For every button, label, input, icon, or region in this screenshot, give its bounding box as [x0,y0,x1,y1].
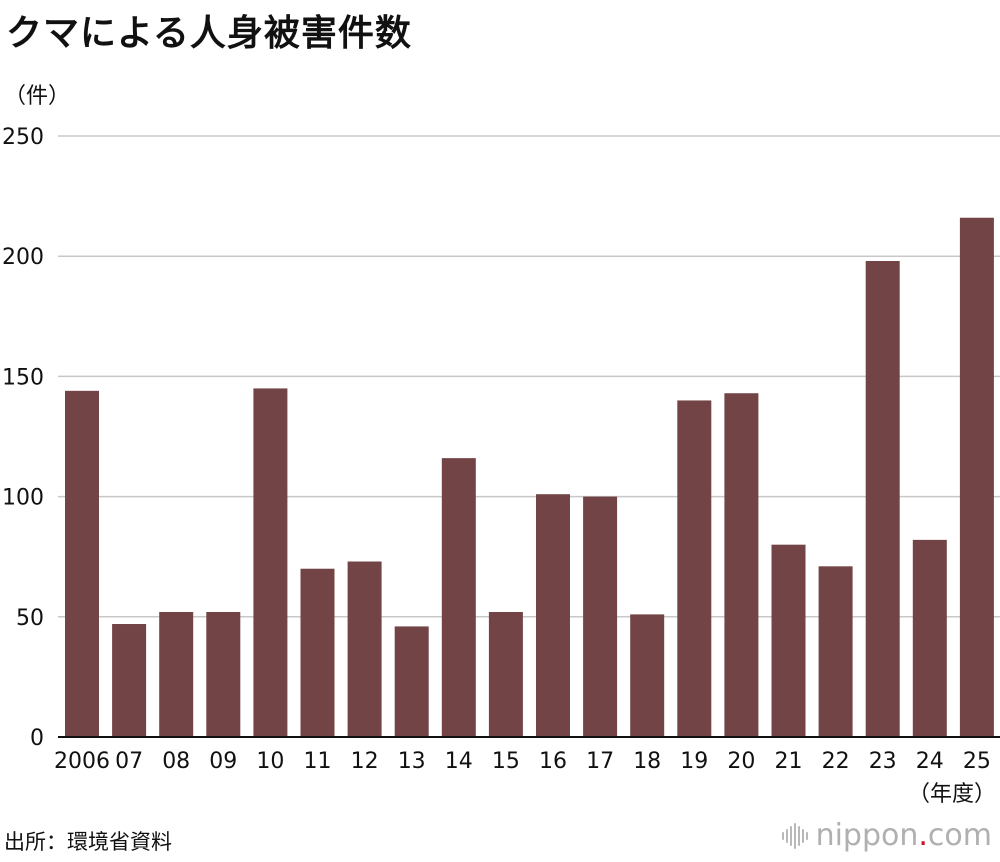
x-tick-label: 19 [680,749,708,774]
brand-logo: nippon. com [781,818,992,853]
bar [959,217,994,738]
bar [65,390,99,737]
bar-chart: 0 50 100 150 200 250 2006 07 08 09 10 11 12 13 14 15 16… [2,125,1000,774]
y-tick-label: 100 [2,486,44,511]
x-tick-label: 16 [539,749,567,774]
x-tick-label: 08 [162,749,190,774]
y-tick-label: 200 [2,245,44,270]
bar [818,566,853,737]
x-tick-label: 25 [963,749,991,774]
bar [253,388,288,737]
y-tick-label: 150 [2,365,44,390]
x-tick-label: 07 [115,749,143,774]
bar [159,611,194,737]
brand-name: nippon [815,818,919,853]
brand-domain: com [927,818,992,853]
x-axis-unit-label: （年度） [907,782,996,807]
y-axis-unit-label: （件） [4,84,71,109]
bar [441,458,476,737]
x-tick-label: 12 [351,749,379,774]
y-tick-label: 250 [2,125,44,150]
bar [771,544,806,737]
x-tick-label: 2006 [54,749,110,774]
bar [347,561,382,737]
y-axis-ticks: 0 50 100 150 200 250 [2,125,44,751]
bar [536,494,570,737]
x-tick-label: 15 [492,749,520,774]
x-tick-label: 21 [775,749,803,774]
y-tick-label: 50 [16,606,44,631]
x-tick-label: 23 [869,749,897,774]
x-tick-label: 13 [398,749,426,774]
bar [112,624,147,737]
brand-dot: . [918,818,928,853]
bar [300,568,335,737]
x-tick-label: 14 [445,749,473,774]
x-tick-label: 09 [209,749,237,774]
bar [630,614,665,737]
x-tick-label: 18 [633,749,661,774]
bar [865,261,900,737]
bars [65,217,994,738]
bar [206,611,241,737]
source-note: 出所：環境省資料 [4,830,172,854]
x-axis-ticks: 2006 07 08 09 10 11 12 13 14 15 16 17 18 19 20 21 22 23 24… [54,749,991,774]
bar [724,393,759,737]
y-tick-label: 0 [30,726,44,751]
x-tick-label: 24 [916,749,944,774]
x-tick-label: 17 [586,749,614,774]
nippon-logo-icon [781,821,808,851]
x-tick-label: 20 [727,749,755,774]
x-tick-label: 11 [304,749,332,774]
bar [677,400,712,737]
x-tick-label: 22 [822,749,850,774]
x-tick-label: 10 [256,749,284,774]
bar [583,496,618,737]
gridlines [58,135,1000,618]
bar [394,626,429,737]
chart-title: クマによる人身被害件数 [6,13,412,54]
bar [912,539,947,737]
bar [488,611,523,737]
